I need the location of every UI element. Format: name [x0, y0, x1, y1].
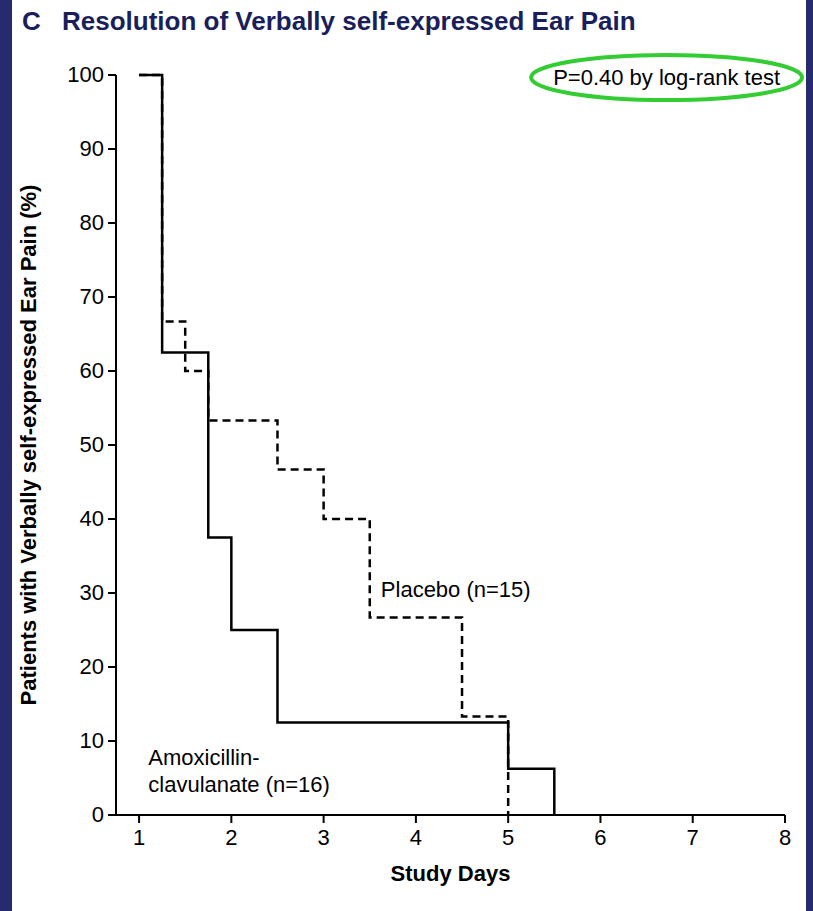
x-tick: [507, 815, 509, 823]
y-tick-label: 10: [80, 728, 104, 753]
x-axis-line: [116, 814, 785, 816]
x-tick: [692, 815, 694, 823]
x-tick: [323, 815, 325, 823]
y-tick: [108, 148, 116, 150]
series-label: Amoxicillin-clavulanate (n=16): [148, 745, 330, 797]
x-tick-label: 7: [687, 825, 699, 850]
y-tick-label: 20: [80, 654, 104, 679]
x-tick-label: 2: [225, 825, 237, 850]
series-label: Placebo (n=15): [381, 577, 531, 602]
y-tick: [108, 74, 116, 76]
x-tick-label: 5: [502, 825, 514, 850]
x-tick: [230, 815, 232, 823]
title: Resolution of Verbally self-expressed Ea…: [62, 6, 636, 36]
x-tick-label: 3: [317, 825, 329, 850]
x-tick: [599, 815, 601, 823]
x-tick: [138, 815, 140, 823]
series-label-line: clavulanate (n=16): [148, 772, 330, 797]
y-tick-label: 50: [80, 432, 104, 457]
y-tick-label: 60: [80, 358, 104, 383]
y-tick: [108, 296, 116, 298]
y-tick-label: 80: [80, 210, 104, 235]
y-tick-label: 40: [80, 506, 104, 531]
y-tick: [108, 666, 116, 668]
x-tick-label: 6: [594, 825, 606, 850]
panel-label: C: [22, 6, 41, 36]
y-tick-label: 0: [92, 802, 104, 827]
y-tick-label: 30: [80, 580, 104, 605]
y-tick-label: 70: [80, 284, 104, 309]
chart-background: [12, 0, 806, 911]
y-tick-label: 90: [80, 136, 104, 161]
x-tick-label: 4: [410, 825, 422, 850]
y-tick: [108, 740, 116, 742]
series-label-line: Amoxicillin-: [148, 745, 259, 770]
x-tick-label: 1: [133, 825, 145, 850]
x-axis-title: Study Days: [391, 861, 511, 886]
y-tick: [108, 518, 116, 520]
km-step-line: [139, 75, 508, 815]
y-tick-label: 100: [67, 62, 104, 87]
slide-border: [0, 0, 813, 911]
y-tick: [108, 444, 116, 446]
x-tick-label: 8: [779, 825, 791, 850]
x-tick: [415, 815, 417, 823]
chart: C Resolution of Verbally self-expressed E…: [0, 0, 813, 911]
y-tick: [108, 814, 116, 816]
annotation-ellipse: [531, 55, 802, 100]
x-tick: [784, 815, 786, 823]
plot-area: [139, 75, 554, 815]
y-tick: [108, 222, 116, 224]
y-tick: [108, 592, 116, 594]
km-step-line: [139, 75, 554, 815]
y-tick: [108, 370, 116, 372]
annotation: P=0.40 by log-rank test: [553, 65, 780, 90]
y-axis-title: Patients with Verbally self-expressed Ea…: [16, 185, 41, 706]
